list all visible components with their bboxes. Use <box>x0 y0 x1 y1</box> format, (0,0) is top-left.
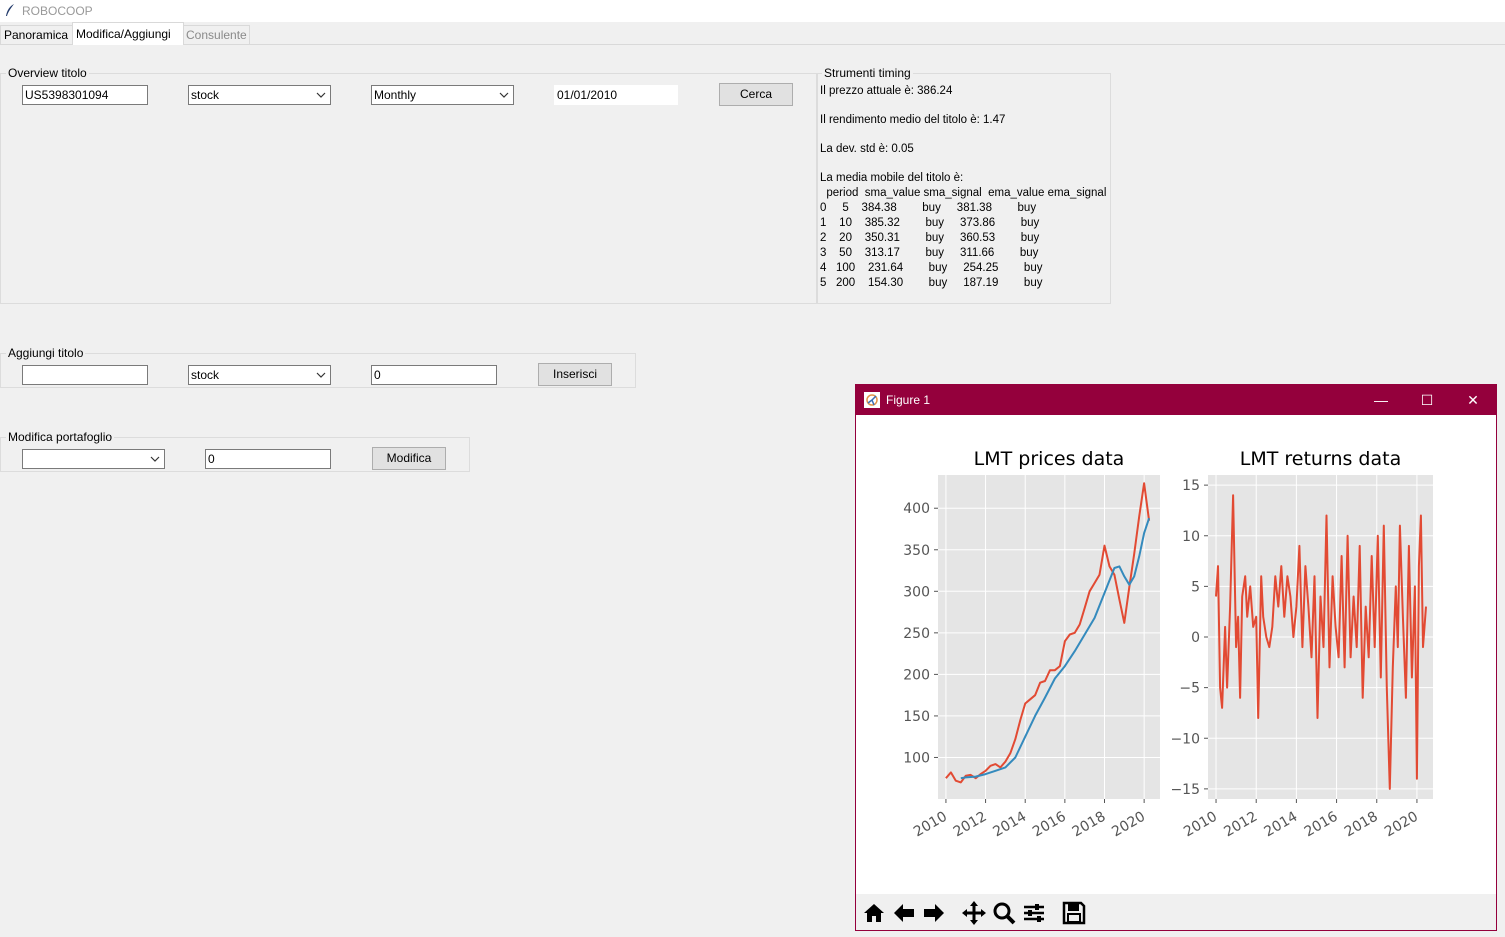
type-select-value: stock <box>191 88 220 102</box>
add-frame <box>0 353 636 388</box>
insert-button[interactable]: Inserisci <box>538 363 612 386</box>
std-dev-text: La dev. std è: 0.05 <box>820 143 914 155</box>
x-tick-label: 2020 <box>1382 809 1421 841</box>
series-line <box>1215 494 1427 790</box>
figure-toolbar <box>856 894 1496 930</box>
add-type-select[interactable]: stock <box>188 365 331 385</box>
matplotlib-icon <box>864 392 880 408</box>
start-date-input[interactable]: 01/01/2010 <box>554 85 678 105</box>
x-tick-label: 2018 <box>1070 809 1109 841</box>
x-tick-label: 2010 <box>911 809 950 841</box>
current-price-text: Il prezzo attuale è: 386.24 <box>820 85 953 97</box>
x-tick-label: 2016 <box>1302 809 1341 841</box>
series-line <box>960 517 1151 780</box>
y-tick-label: 150 <box>903 709 930 725</box>
y-tick-label: 15 <box>1182 478 1200 494</box>
minimize-button[interactable]: — <box>1374 392 1388 408</box>
modify-frame <box>0 437 470 472</box>
close-button[interactable]: ✕ <box>1467 392 1479 408</box>
y-tick-label: 250 <box>903 626 930 642</box>
pan-icon[interactable] <box>960 899 988 927</box>
chevron-down-icon <box>499 92 509 98</box>
y-tick-label: 400 <box>903 501 930 517</box>
add-quantity-input[interactable]: 0 <box>371 365 497 385</box>
ma-table-row: 1 10 385.32 buy 373.86 buy <box>820 217 1040 229</box>
app-title: ROBOCOOP <box>22 4 93 18</box>
forward-icon[interactable] <box>920 899 948 927</box>
ma-table-row: 4 100 231.64 buy 254.25 buy <box>820 262 1043 274</box>
ma-table-header: period sma_value sma_signal ema_value em… <box>820 187 1107 199</box>
x-tick-label: 2010 <box>1181 809 1220 841</box>
tab-bar: Panoramica Modifica/Aggiungi Consulente <box>0 22 1505 45</box>
y-tick-label: −15 <box>1170 782 1200 798</box>
home-icon[interactable] <box>860 899 888 927</box>
configure-icon[interactable] <box>1020 899 1048 927</box>
frequency-select-value: Monthly <box>374 88 417 102</box>
y-tick-label: −10 <box>1170 731 1200 747</box>
x-tick-label: 2014 <box>990 809 1029 841</box>
isin-input[interactable]: US5398301094 <box>22 85 148 105</box>
y-tick-label: 5 <box>1191 579 1200 595</box>
ma-table-row: 2 20 350.31 buy 360.53 buy <box>820 232 1040 244</box>
timing-legend: Strumenti timing <box>822 66 913 80</box>
x-tick-label: 2018 <box>1342 809 1381 841</box>
y-tick-label: 300 <box>903 584 930 600</box>
tab-panoramica[interactable]: Panoramica <box>0 25 74 44</box>
window-titlebar: ROBOCOOP <box>0 0 1505 22</box>
overview-legend: Overview titolo <box>6 66 89 80</box>
maximize-button[interactable]: ☐ <box>1420 392 1434 408</box>
type-select[interactable]: stock <box>188 85 331 105</box>
moving-average-title: La media mobile del titolo è: <box>820 172 964 184</box>
timing-frame <box>816 73 1111 304</box>
save-icon[interactable] <box>1060 899 1088 927</box>
modify-legend: Modifica portafoglio <box>6 430 115 444</box>
figure-canvas[interactable]: LMT prices data1001502002503003504002010… <box>856 415 1496 894</box>
x-tick-label: 2012 <box>1221 809 1260 841</box>
tab-consulente[interactable]: Consulente <box>182 25 250 44</box>
frequency-select[interactable]: Monthly <box>371 85 514 105</box>
modify-quantity-input[interactable]: 0 <box>205 449 331 469</box>
portfolio-select[interactable] <box>22 449 165 469</box>
chevron-down-icon <box>150 456 160 462</box>
chart-title: LMT returns data <box>1240 448 1401 470</box>
chevron-down-icon <box>316 92 326 98</box>
plot-area <box>938 475 1160 799</box>
tab-modifica-aggiungi[interactable]: Modifica/Aggiungi <box>72 22 184 45</box>
ma-table-row: 5 200 154.30 buy 187.19 buy <box>820 277 1043 289</box>
x-tick-label: 2012 <box>951 809 990 841</box>
y-tick-label: 350 <box>903 543 930 559</box>
x-tick-label: 2020 <box>1109 809 1148 841</box>
figure-window: Figure 1 — ☐ ✕ LMT prices data 100 150 200 2… <box>855 384 1497 931</box>
figure-titlebar[interactable]: Figure 1 — ☐ ✕ <box>856 385 1496 415</box>
zoom-icon[interactable] <box>990 899 1018 927</box>
y-tick-label: 10 <box>1182 529 1200 545</box>
feather-icon <box>6 4 14 16</box>
add-type-select-value: stock <box>191 368 220 382</box>
overview-frame <box>0 73 818 304</box>
y-tick-label: 100 <box>903 750 930 766</box>
x-tick-label: 2016 <box>1030 809 1069 841</box>
add-name-input[interactable] <box>22 365 148 385</box>
chart-title: LMT prices data <box>974 448 1125 470</box>
add-legend: Aggiungi titolo <box>6 346 86 360</box>
x-tick-label: 2014 <box>1262 809 1301 841</box>
y-tick-label: 0 <box>1191 630 1200 646</box>
modify-button[interactable]: Modifica <box>372 447 446 470</box>
y-tick-label: −5 <box>1179 681 1200 697</box>
back-icon[interactable] <box>890 899 918 927</box>
ma-table-row: 0 5 384.38 buy 381.38 buy <box>820 202 1037 214</box>
figure-title: Figure 1 <box>886 393 931 407</box>
search-button[interactable]: Cerca <box>719 83 793 106</box>
chevron-down-icon <box>316 372 326 378</box>
average-return-text: Il rendimento medio del titolo è: 1.47 <box>820 114 1006 126</box>
y-tick-label: 200 <box>903 667 930 683</box>
ma-table-row: 3 50 313.17 buy 311.66 buy <box>820 247 1039 259</box>
